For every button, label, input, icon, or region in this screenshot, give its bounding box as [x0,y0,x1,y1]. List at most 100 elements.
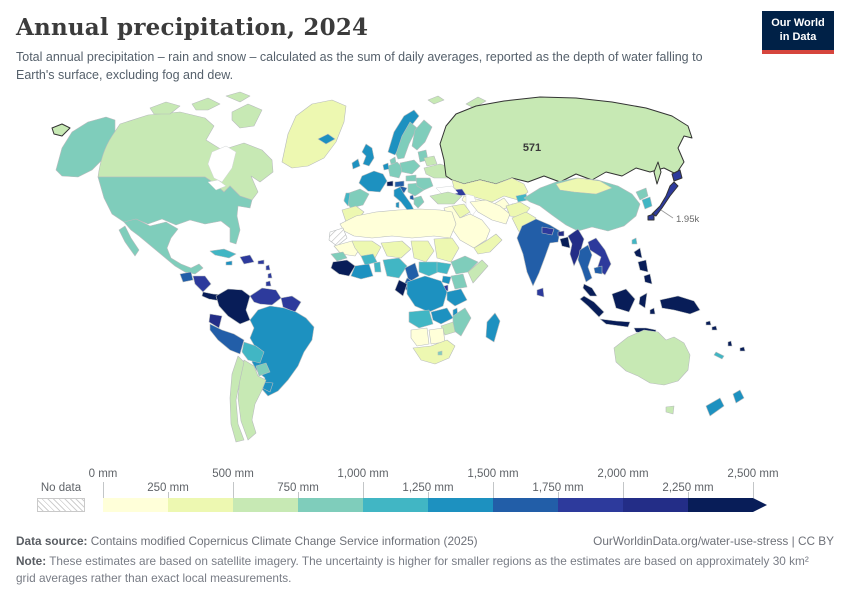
country-hispaniola[interactable] [239,254,255,265]
country-madagascar[interactable] [485,312,501,343]
country-western-sahara[interactable] [328,227,348,247]
country-mongolia[interactable] [555,177,613,195]
country-canada-island-2[interactable] [191,97,221,111]
country-chad[interactable] [410,240,435,263]
country-vanuatu[interactable] [727,340,733,347]
country-ecuador[interactable] [208,313,223,329]
country-cuba[interactable] [209,248,237,259]
country-canada-island-1[interactable] [149,101,181,115]
country-paraguay[interactable] [255,362,271,377]
country-indonesia-moluccas[interactable] [649,307,656,315]
owid-logo[interactable]: Our World in Data [762,11,834,54]
country-tanzania[interactable] [446,288,468,307]
country-burkina-faso[interactable] [360,253,378,266]
country-canada-island-3[interactable] [225,91,251,103]
country-indonesia-java[interactable] [599,318,631,328]
legend-bin-7[interactable] [558,498,623,512]
country-sudan[interactable] [433,237,460,263]
country-japan-honshu[interactable] [651,181,679,217]
country-japan-kyushu[interactable] [647,213,655,221]
country-portugal[interactable] [343,192,351,207]
country-austria[interactable] [394,180,405,188]
country-togo-benin[interactable] [373,261,382,273]
country-saudi-arabia[interactable] [443,205,491,249]
country-bangladesh[interactable] [559,236,571,249]
legend-bin-6[interactable] [493,498,558,512]
country-indonesia-sulawesi[interactable] [638,292,648,309]
country-cambodia[interactable] [593,265,603,275]
country-new-zealand-north[interactable] [732,389,745,404]
country-sardinia[interactable] [395,201,400,209]
country-indonesia-sumatra[interactable] [579,295,605,318]
country-solomon-islands[interactable] [705,320,718,331]
country-greenland[interactable] [281,99,347,169]
country-senegal[interactable] [330,251,348,262]
country-south-korea[interactable] [641,196,653,210]
country-france[interactable] [358,170,388,193]
country-niger[interactable] [380,240,412,259]
country-india[interactable] [516,218,561,287]
country-gabon[interactable] [394,279,408,297]
country-chile[interactable] [229,355,245,443]
country-japan-hokkaido[interactable] [671,169,683,182]
country-indonesia-borneo[interactable] [611,288,636,313]
country-sri-lanka[interactable] [536,287,545,298]
country-guyanas[interactable] [280,295,302,313]
country-myanmar[interactable] [567,228,585,267]
country-tasmania[interactable] [665,405,675,415]
country-north-korea[interactable] [635,187,649,201]
legend-bin-4[interactable] [363,498,428,512]
country-mexico-baja[interactable] [118,225,140,257]
country-jamaica[interactable] [225,260,233,266]
country-bhutan[interactable] [557,230,565,237]
country-cameroon[interactable] [404,262,420,283]
country-laos-vietnam[interactable] [587,237,612,276]
legend-bin-8[interactable] [623,498,688,512]
country-nepal[interactable] [541,226,555,236]
country-sweden[interactable] [395,121,418,160]
country-new-caledonia[interactable] [713,351,725,360]
country-poland-czech[interactable] [399,159,421,175]
country-angola[interactable] [408,309,434,329]
legend-bin-2[interactable] [233,498,298,512]
country-ethiopia[interactable] [450,255,479,275]
country-south-sudan[interactable] [436,261,452,275]
country-canada-baffin[interactable] [231,103,263,129]
country-nigeria[interactable] [382,257,408,279]
country-somalia[interactable] [467,259,489,284]
owid-link[interactable]: OurWorldinData.org/water-use-stress | CC… [593,534,834,548]
country-thailand[interactable] [577,244,593,283]
country-guinea-region[interactable] [330,259,356,277]
country-novaya-zemlya[interactable] [465,96,487,109]
country-ivory-coast-ghana[interactable] [350,263,374,280]
country-sakhalin[interactable] [653,161,662,185]
country-svalbard[interactable] [427,95,445,105]
country-malaysia[interactable] [582,283,598,297]
country-albania[interactable] [409,194,415,201]
country-finland[interactable] [411,119,433,151]
country-namibia[interactable] [410,327,430,347]
country-uganda[interactable] [441,275,452,285]
country-guatemala[interactable] [179,271,194,283]
country-benelux[interactable] [382,162,390,171]
country-colombia[interactable] [215,288,251,325]
country-north-africa[interactable] [339,208,457,239]
country-taiwan[interactable] [631,237,638,245]
country-new-zealand-south[interactable] [705,397,725,417]
country-belarus[interactable] [423,155,438,167]
country-fiji[interactable] [739,346,746,352]
country-papua-new-guinea[interactable] [659,295,701,315]
country-wrangel-island[interactable] [51,123,71,137]
country-iran[interactable] [469,199,511,225]
country-switzerland[interactable] [386,180,394,187]
country-peru[interactable] [209,323,245,355]
country-china[interactable] [523,177,641,232]
legend-bin-5[interactable] [428,498,493,512]
country-kenya[interactable] [450,273,468,290]
country-philippines[interactable] [633,247,653,285]
country-argentina[interactable] [237,359,267,441]
country-ireland[interactable] [351,158,361,170]
country-mexico[interactable] [123,218,204,275]
country-uk[interactable] [361,143,375,167]
country-iceland[interactable] [317,133,336,145]
